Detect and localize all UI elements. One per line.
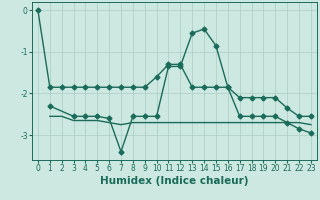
X-axis label: Humidex (Indice chaleur): Humidex (Indice chaleur) — [100, 176, 249, 186]
